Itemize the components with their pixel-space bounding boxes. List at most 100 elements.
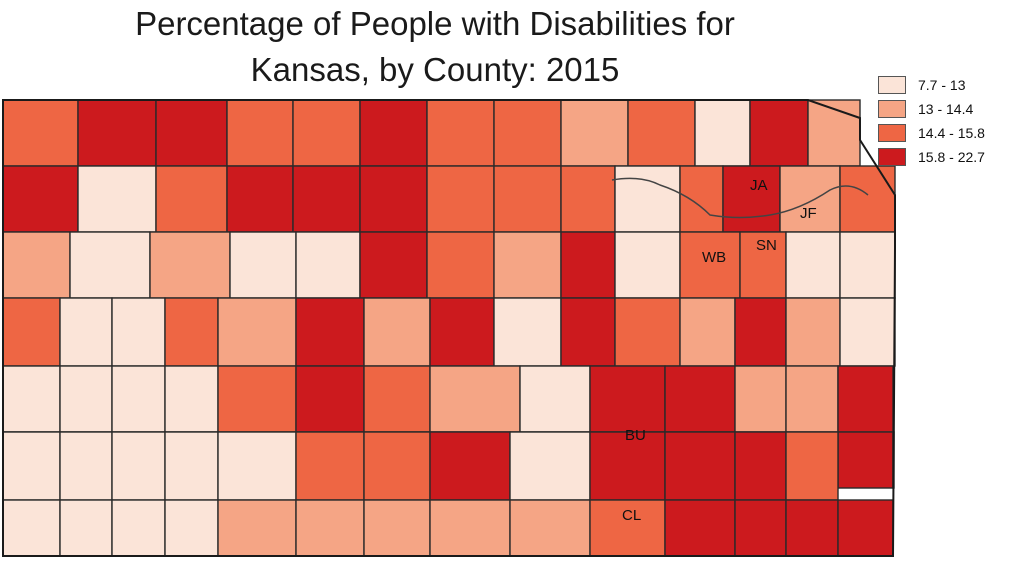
county-30 xyxy=(149,231,231,299)
county-36 xyxy=(560,231,616,299)
county-56 xyxy=(839,297,896,367)
county-112 xyxy=(837,499,894,557)
river-line xyxy=(611,177,869,219)
county-108 xyxy=(589,499,666,557)
county-34 xyxy=(426,231,495,299)
map-title-line2: Kansas, by County: 2015 xyxy=(250,51,620,88)
state-outline xyxy=(2,99,896,557)
county-label-ja: JA xyxy=(750,177,768,194)
county-84 xyxy=(837,431,894,489)
county-15 xyxy=(77,165,157,233)
county-41 xyxy=(839,231,896,299)
county-label-bu: BU xyxy=(625,427,646,444)
county-23 xyxy=(614,165,681,233)
county-25 xyxy=(722,165,781,233)
county-58 xyxy=(59,365,113,433)
county-101 xyxy=(111,499,166,557)
county-92 xyxy=(363,431,431,501)
county-3 xyxy=(155,99,228,167)
county-91 xyxy=(295,431,365,501)
county-90 xyxy=(217,431,297,501)
county-18 xyxy=(292,165,361,233)
county-17 xyxy=(226,165,294,233)
county-95 xyxy=(589,431,666,501)
county-12 xyxy=(749,99,809,167)
county-62 xyxy=(295,365,365,433)
county-70 xyxy=(837,365,894,433)
county-89 xyxy=(164,431,219,501)
legend-item-4: 15.8 - 22.7 xyxy=(878,146,985,168)
county-104 xyxy=(295,499,365,557)
legend-swatch-3 xyxy=(878,124,906,142)
county-57 xyxy=(2,365,61,433)
county-107 xyxy=(509,499,591,557)
county-60 xyxy=(164,365,219,433)
legend-label-1: 7.7 - 13 xyxy=(918,77,966,93)
county-54 xyxy=(734,297,787,367)
county-55 xyxy=(785,297,841,367)
county-layer xyxy=(2,99,896,557)
county-8 xyxy=(493,99,562,167)
county-10 xyxy=(627,99,696,167)
legend-item-1: 7.7 - 13 xyxy=(878,74,985,96)
county-label-layer: JA JF WB SN BU CL xyxy=(622,177,817,524)
county-65 xyxy=(519,365,591,433)
county-109 xyxy=(664,499,736,557)
county-19 xyxy=(359,165,428,233)
county-4 xyxy=(226,99,294,167)
county-2 xyxy=(77,99,157,167)
county-label-sn: SN xyxy=(756,237,777,254)
county-94 xyxy=(509,431,591,501)
county-16 xyxy=(155,165,228,233)
county-20 xyxy=(426,165,495,233)
county-102 xyxy=(164,499,219,557)
county-63 xyxy=(363,365,431,433)
legend: 7.7 - 13 13 - 14.4 14.4 - 15.8 15.8 - 22… xyxy=(878,74,985,170)
legend-swatch-4 xyxy=(878,148,906,166)
county-42 xyxy=(2,297,61,367)
map-title-line1: Percentage of People with Disabilities f… xyxy=(135,5,735,42)
legend-swatch-1 xyxy=(878,76,906,94)
county-48 xyxy=(363,297,431,367)
legend-label-3: 14.4 - 15.8 xyxy=(918,125,985,141)
county-98 xyxy=(785,431,839,501)
county-100 xyxy=(59,499,113,557)
county-35 xyxy=(493,231,562,299)
county-label-jf: JF xyxy=(800,205,817,222)
county-9 xyxy=(560,99,629,167)
county-64 xyxy=(429,365,521,433)
county-29 xyxy=(69,231,151,299)
county-67 xyxy=(664,365,736,433)
county-69 xyxy=(785,365,839,433)
county-61 xyxy=(217,365,297,433)
legend-item-3: 14.4 - 15.8 xyxy=(878,122,985,144)
county-99 xyxy=(2,499,61,557)
county-111 xyxy=(785,499,839,557)
county-51 xyxy=(560,297,616,367)
county-59 xyxy=(111,365,166,433)
county-33 xyxy=(359,231,428,299)
county-32 xyxy=(295,231,361,299)
county-106 xyxy=(429,499,511,557)
county-86 xyxy=(2,431,61,501)
county-6 xyxy=(359,99,428,167)
county-31 xyxy=(229,231,297,299)
county-105 xyxy=(363,499,431,557)
county-52 xyxy=(614,297,681,367)
county-label-cl: CL xyxy=(622,507,641,524)
county-87 xyxy=(59,431,113,501)
county-24 xyxy=(679,165,724,233)
county-21 xyxy=(493,165,562,233)
county-22 xyxy=(560,165,616,233)
county-110 xyxy=(734,499,787,557)
county-28 xyxy=(2,231,71,299)
county-97 xyxy=(734,431,787,501)
county-43 xyxy=(59,297,113,367)
county-96 xyxy=(664,431,736,501)
county-53 xyxy=(679,297,736,367)
county-45 xyxy=(164,297,219,367)
legend-item-2: 13 - 14.4 xyxy=(878,98,985,120)
county-26 xyxy=(779,165,841,233)
county-44 xyxy=(111,297,166,367)
